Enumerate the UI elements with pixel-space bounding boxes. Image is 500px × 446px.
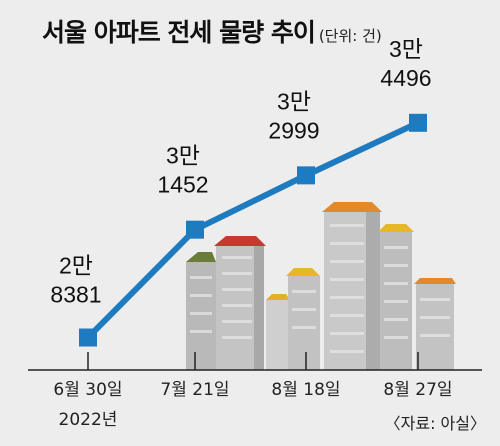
title-block: 서울 아파트 전세 물량 추이 (단위: 건) [42,13,382,49]
data-point-marker [186,220,204,239]
data-label: 3만 2999 [268,88,319,143]
data-point-marker [79,328,97,347]
buildings-illustration [186,202,456,370]
series-markers [79,113,427,347]
series-line [85,120,420,340]
x-tick-label: 8월 27일 [383,380,452,400]
chart-title: 서울 아파트 전세 물량 추이 [42,18,316,47]
source-note: 〈자료: 아실〉 [384,414,486,433]
unit-note: (단위: 건) [318,27,382,45]
x-tick-labels: 6월 30일 2022년 7월 21일 8월 18일 8월 27일 [53,380,452,430]
data-label: 3만 4496 [380,36,431,91]
x-tick-label: 7월 21일 [160,380,229,400]
data-labels: 2만 8381 3만 1452 3만 2999 3만 4496 [50,36,431,308]
x-ticks [87,352,419,370]
data-point-marker [297,166,315,185]
data-point-marker [409,113,427,132]
x-tick-sublabel: 2022년 [59,410,118,430]
data-label: 3만 1452 [157,143,208,198]
x-tick-label: 8월 18일 [271,380,340,400]
x-tick-label: 6월 30일 [53,380,122,400]
data-label: 2만 8381 [50,253,101,308]
